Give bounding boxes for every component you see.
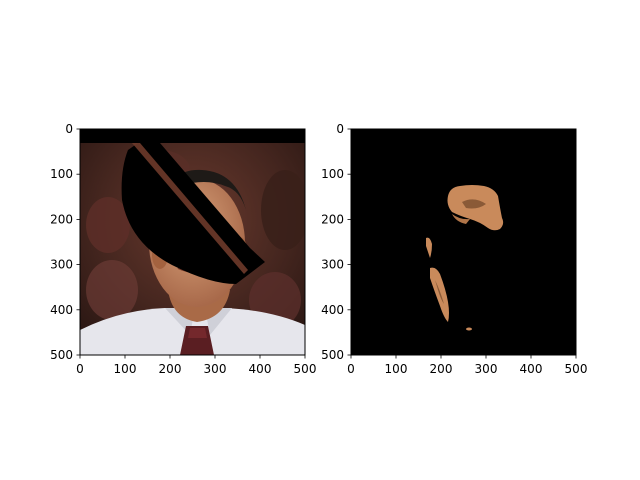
skin-region: [452, 214, 470, 224]
x-tick-label: 200: [159, 362, 182, 376]
y-tick-label: 300: [321, 258, 344, 272]
skin-shadow: [435, 280, 444, 304]
y-tick-label: 400: [321, 303, 344, 317]
y-tick-label: 100: [50, 167, 73, 181]
x-tick-label: 100: [114, 362, 137, 376]
x-tick-label: 400: [520, 362, 543, 376]
mask-background: [351, 129, 576, 355]
y-tick-label: 0: [336, 122, 344, 136]
x-tick-label: 100: [385, 362, 408, 376]
x-tick-label: 0: [347, 362, 355, 376]
left-image: [80, 129, 305, 355]
skin-region: [426, 237, 432, 258]
left-y-axis: 0 100 200 300 400 500: [50, 122, 80, 362]
x-tick-label: 400: [249, 362, 272, 376]
x-tick-label: 300: [204, 362, 227, 376]
y-tick-label: 500: [321, 348, 344, 362]
left-panel: 0 100 200 300 400 500 0 100 200 300 400 500: [50, 122, 316, 376]
tie-knot: [188, 328, 207, 338]
left-axes-frame: [79, 128, 306, 356]
x-tick-label: 500: [565, 362, 588, 376]
y-tick-label: 0: [65, 122, 73, 136]
x-tick-label: 500: [294, 362, 317, 376]
skin-shadow: [462, 199, 486, 209]
x-tick-label: 200: [430, 362, 453, 376]
y-tick-label: 200: [321, 212, 344, 226]
right-x-axis: 0 100 200 300 400 500: [347, 355, 587, 376]
crowd-blob: [86, 197, 130, 253]
right-y-axis: 0 100 200 300 400 500: [321, 122, 351, 362]
right-panel: 0 100 200 300 400 500 0 100 200 300 400 500: [321, 122, 587, 376]
crowd-blob: [261, 170, 305, 250]
y-tick-label: 400: [50, 303, 73, 317]
crowd-blob: [86, 260, 138, 320]
x-tick-label: 300: [475, 362, 498, 376]
y-tick-label: 300: [50, 258, 73, 272]
x-tick-label: 0: [76, 362, 84, 376]
skin-region: [430, 267, 449, 322]
y-tick-label: 100: [321, 167, 344, 181]
top-mask-band: [80, 129, 305, 143]
left-x-axis: 0 100 200 300 400 500: [76, 355, 316, 376]
right-image: [351, 129, 576, 355]
y-tick-label: 500: [50, 348, 73, 362]
occlusion-seam: [132, 143, 248, 274]
right-axes-frame: [350, 128, 577, 356]
y-tick-label: 200: [50, 212, 73, 226]
skin-fleck: [466, 327, 472, 331]
